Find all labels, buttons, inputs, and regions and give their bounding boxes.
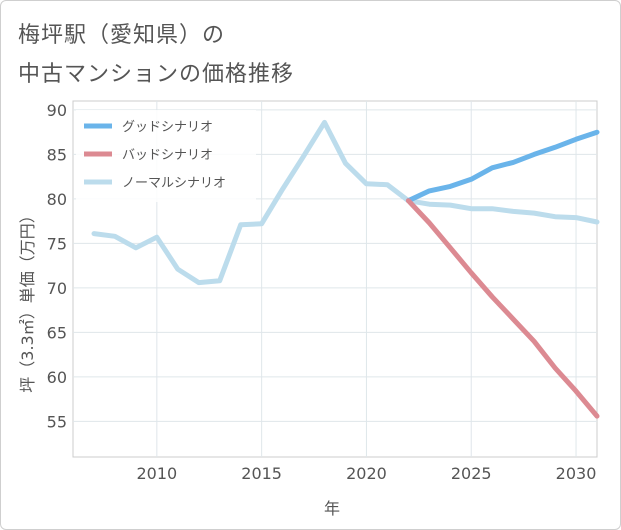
x-tick-label-2010: 2010 xyxy=(136,464,177,483)
chart-title-line-1: 梅坪駅（愛知県）の xyxy=(18,23,226,48)
y-tick-label-60: 60 xyxy=(47,368,67,387)
x-tick-label-2025: 2025 xyxy=(451,464,492,483)
y-tick-label-80: 80 xyxy=(47,190,67,209)
y-tick-label-65: 65 xyxy=(47,323,67,342)
y-tick-label-75: 75 xyxy=(47,234,67,253)
series-layer xyxy=(91,119,600,419)
x-axis-label: 年 xyxy=(324,499,340,518)
x-tick-label-2015: 2015 xyxy=(241,464,282,483)
y-tick-label-70: 70 xyxy=(47,279,67,298)
legend-label-2: バッドシナリオ xyxy=(122,148,213,163)
series-line-1 xyxy=(405,129,600,204)
x-tick-label-2030: 2030 xyxy=(556,464,597,483)
y-tick-label-55: 55 xyxy=(47,412,67,431)
series-line-2 xyxy=(405,198,600,419)
y-tick-label-85: 85 xyxy=(47,145,67,164)
legend-label-1: グッドシナリオ xyxy=(122,120,213,135)
tick-labels: 55 60 65 70 75 80 85 90 2010 2015 2020 2025 2030 xyxy=(47,101,597,483)
y-tick-label-90: 90 xyxy=(47,101,67,120)
legend-label-3: ノーマルシナリオ xyxy=(122,176,226,191)
y-axis-label: 坪（3.3㎡）単価（万円） xyxy=(18,207,37,392)
series-line-3 xyxy=(91,119,600,286)
chart-title-line-2: 中古マンションの価格推移 xyxy=(18,62,295,87)
x-tick-label-2020: 2020 xyxy=(346,464,387,483)
